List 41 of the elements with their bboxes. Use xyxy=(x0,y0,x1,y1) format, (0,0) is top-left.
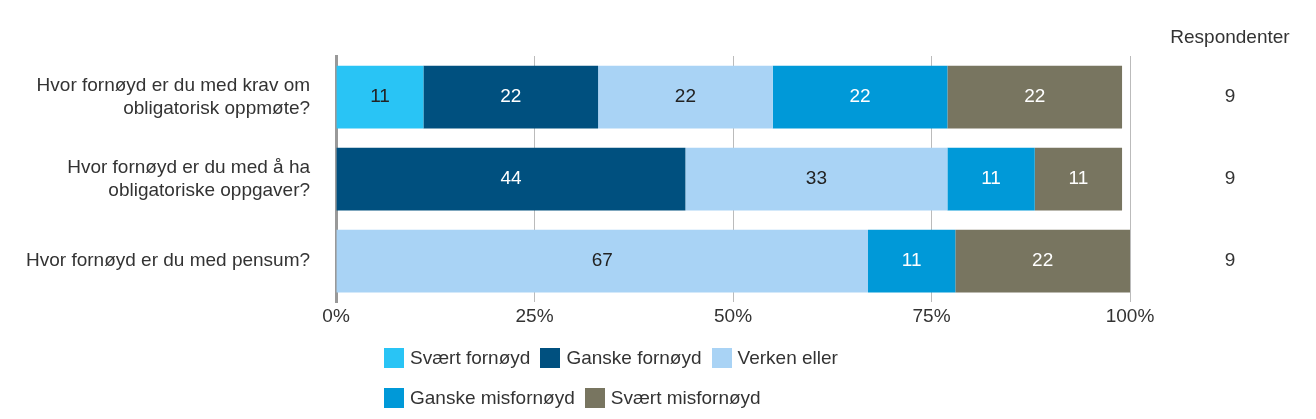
bar xyxy=(423,65,599,129)
bar xyxy=(947,147,1035,211)
text: 9 xyxy=(1224,85,1236,107)
legend-label: Svært misfornøyd xyxy=(610,387,761,409)
data-label: 11 xyxy=(981,167,1001,189)
data-label: 44 xyxy=(500,167,522,189)
x-tick-label: 50% xyxy=(714,304,753,326)
data-label: 22 xyxy=(849,85,871,107)
bar xyxy=(336,229,868,293)
bar xyxy=(947,65,1123,129)
data-label: 22 xyxy=(1024,85,1046,107)
bar xyxy=(772,65,948,129)
y-tick-label: Hvor fornøyd er du med krav om obligatorisk oppmøte? xyxy=(36,73,311,118)
data-label: 11 xyxy=(901,249,922,271)
bar xyxy=(868,229,956,293)
text: 9 xyxy=(1224,249,1236,271)
legend-label: Verken eller xyxy=(737,347,838,369)
data-label: 11 xyxy=(370,85,390,107)
x-tick-label: 100% xyxy=(1105,304,1155,326)
text: 9 xyxy=(1224,167,1236,189)
text: Respondenter xyxy=(1170,26,1291,48)
y-tick-label: Hvor fornøyd er du med pensum? xyxy=(25,249,311,271)
data-label: 11 xyxy=(1068,167,1089,189)
legend-label: Ganske misfornøyd xyxy=(410,387,575,409)
y-tick-label: Hvor fornøyd er du med å ha obligatoriske oppgaver? xyxy=(67,155,311,200)
legend-label: Svært fornøyd xyxy=(410,347,531,369)
bar xyxy=(685,147,948,211)
data-label: 22 xyxy=(1032,249,1054,271)
bar xyxy=(336,65,424,129)
data-label: 22 xyxy=(674,85,696,107)
bar xyxy=(955,229,1130,293)
data-label: 22 xyxy=(500,85,522,107)
bar xyxy=(598,65,773,129)
data-label: 33 xyxy=(805,167,827,189)
x-tick-label: 0% xyxy=(322,304,350,326)
bar xyxy=(1034,147,1123,211)
x-tick-label: 25% xyxy=(515,304,554,326)
bar xyxy=(336,147,686,211)
data-label: 67 xyxy=(591,249,613,271)
x-tick-label: 75% xyxy=(912,304,951,326)
legend-label: Ganske fornøyd xyxy=(566,347,702,369)
